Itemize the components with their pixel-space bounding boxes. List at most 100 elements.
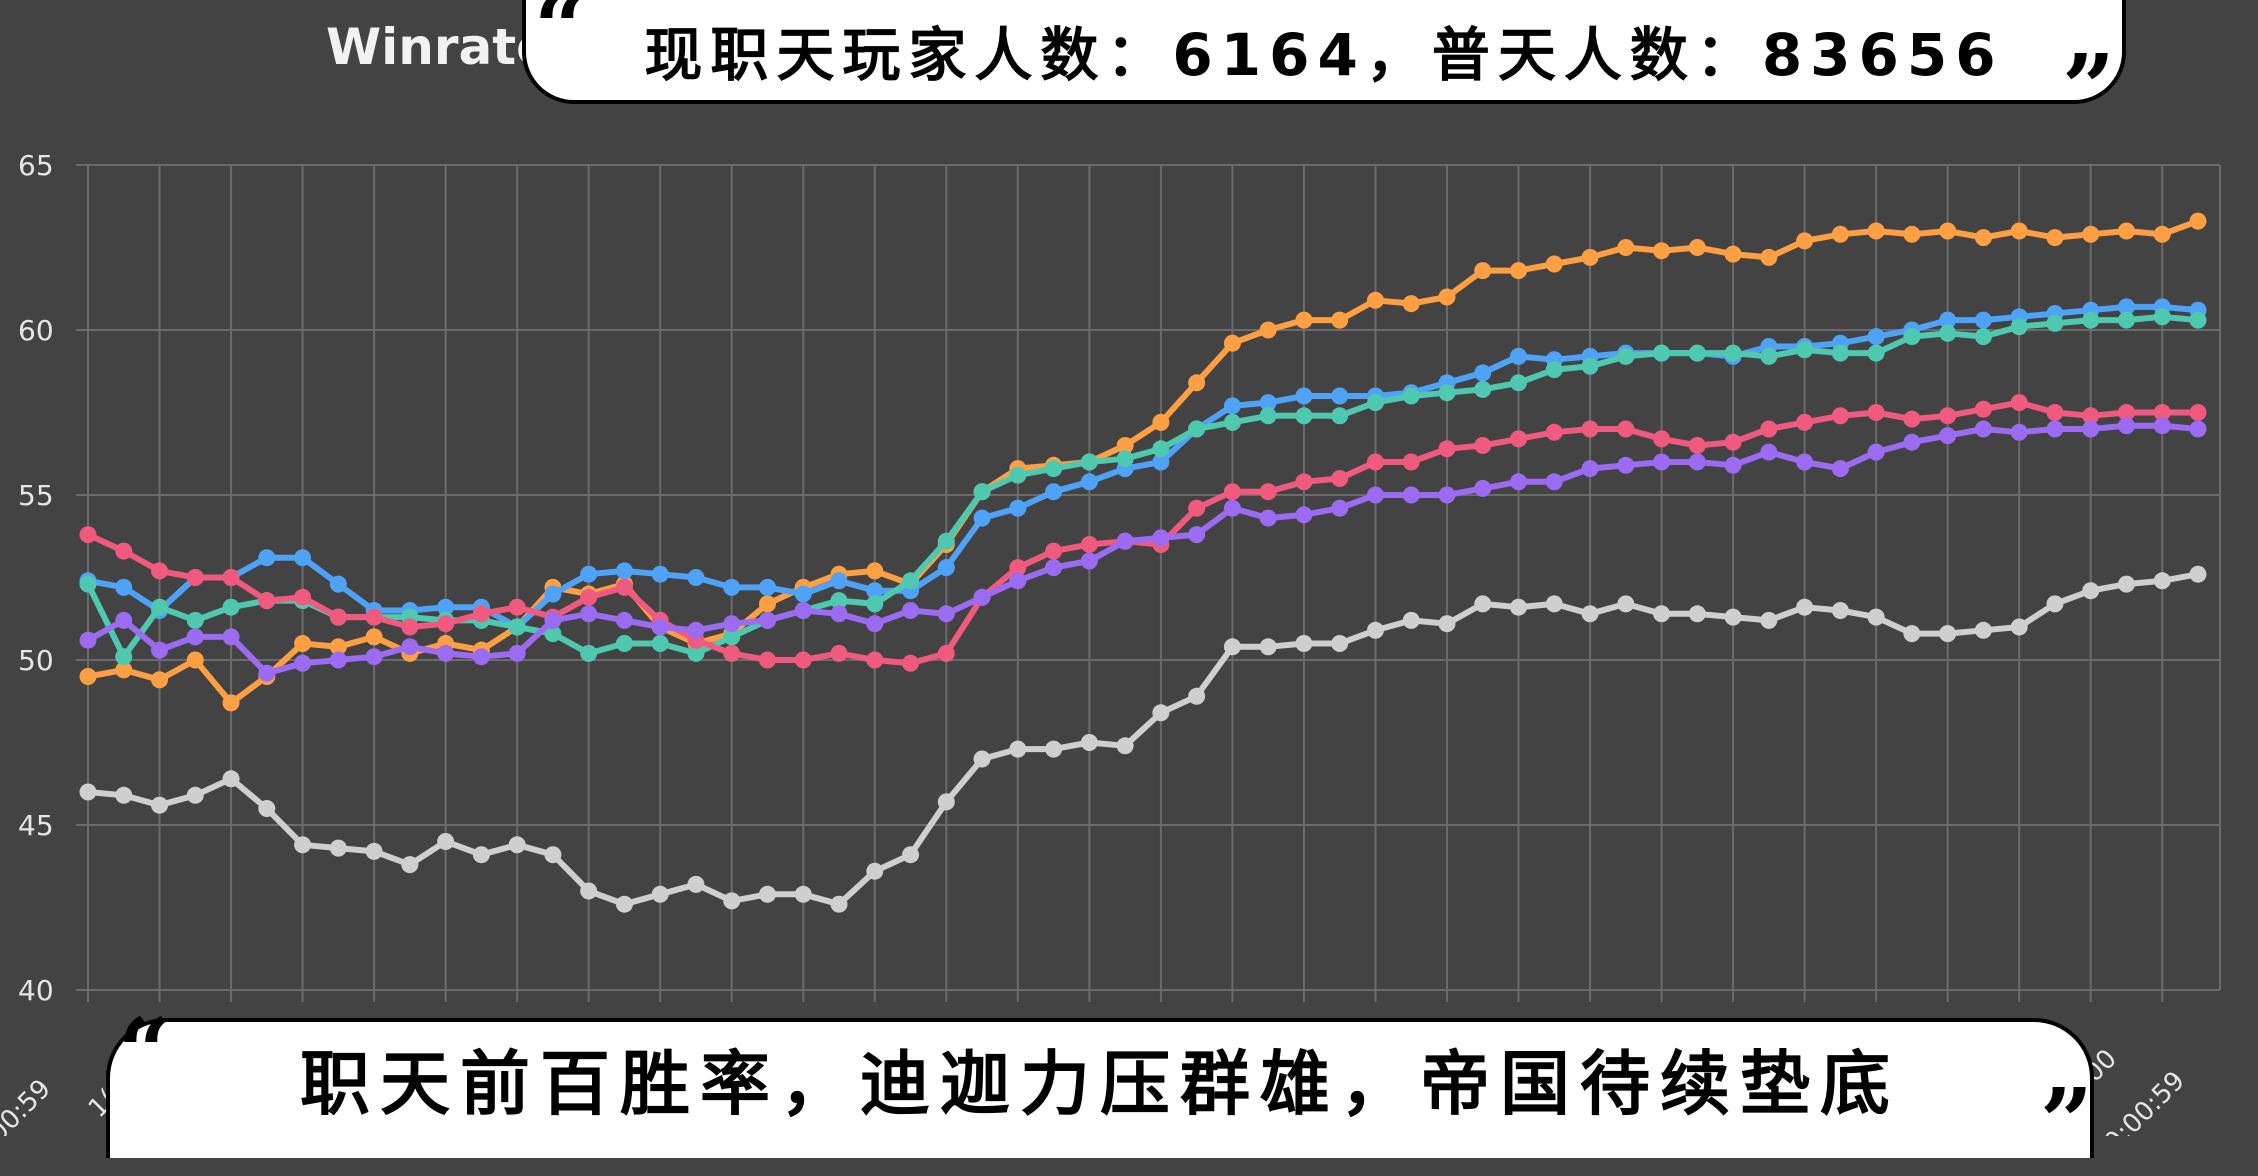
data-point	[1438, 440, 1456, 458]
data-point	[1831, 344, 1849, 362]
data-point	[1760, 248, 1778, 266]
data-point	[1080, 473, 1098, 491]
data-point	[222, 770, 240, 788]
data-point	[615, 562, 633, 580]
data-point	[2153, 308, 2171, 326]
data-point	[79, 783, 97, 801]
data-point	[758, 595, 776, 613]
data-point	[1366, 621, 1384, 639]
y-tick-label: 45	[18, 809, 54, 842]
data-point	[2082, 225, 2100, 243]
data-point	[973, 509, 991, 527]
data-point	[1974, 420, 1992, 438]
data-point	[1653, 605, 1671, 623]
data-point	[1867, 443, 1885, 461]
data-point	[1259, 509, 1277, 527]
data-point	[1831, 602, 1849, 619]
data-point	[544, 625, 562, 643]
data-point	[723, 644, 741, 662]
data-point	[2010, 318, 2028, 336]
data-point	[1009, 466, 1027, 484]
data-point	[2046, 420, 2064, 438]
data-point	[1474, 262, 1492, 280]
data-point	[1653, 242, 1671, 260]
data-point	[1080, 734, 1098, 751]
data-point	[437, 598, 455, 616]
data-point	[1796, 341, 1814, 359]
data-point	[615, 578, 633, 596]
data-point	[186, 611, 204, 629]
data-point	[258, 549, 276, 567]
data-point	[1474, 595, 1492, 613]
data-point	[580, 882, 598, 900]
data-point	[2189, 565, 2207, 583]
data-point	[258, 592, 276, 610]
data-point	[1295, 635, 1313, 652]
data-point	[937, 532, 955, 550]
data-point	[794, 885, 812, 903]
data-point	[1510, 262, 1528, 280]
y-tick-label: 55	[18, 479, 54, 512]
data-point	[1545, 361, 1563, 379]
data-point	[1653, 430, 1671, 448]
data-point	[2046, 404, 2064, 421]
series-6	[79, 565, 2207, 913]
data-point	[794, 585, 812, 603]
data-point	[115, 611, 133, 629]
data-point	[1223, 499, 1241, 517]
data-point	[1152, 413, 1170, 431]
chart-grid	[76, 164, 2221, 1002]
chart-title: Winrate	[326, 18, 551, 76]
data-point	[1867, 608, 1885, 626]
data-point	[1402, 611, 1420, 629]
data-point	[1116, 532, 1134, 550]
data-point	[1116, 737, 1134, 755]
data-point	[437, 644, 455, 662]
data-point	[2153, 572, 2171, 590]
data-point	[1974, 229, 1992, 247]
data-point	[1223, 413, 1241, 431]
data-point	[651, 885, 669, 903]
data-point	[1438, 288, 1456, 306]
data-point	[1831, 407, 1849, 425]
data-point	[723, 892, 741, 910]
data-point	[1545, 423, 1563, 441]
data-point	[1939, 222, 1957, 240]
data-point	[1939, 324, 1957, 342]
data-point	[329, 608, 347, 626]
data-point	[1510, 430, 1528, 448]
data-point	[1259, 394, 1277, 412]
data-point	[615, 611, 633, 629]
data-point	[151, 598, 169, 616]
data-point	[687, 644, 705, 662]
top-open-quote: “	[534, 0, 587, 82]
data-point	[1009, 559, 1027, 577]
data-point	[401, 638, 419, 656]
data-point	[1653, 453, 1671, 471]
data-point	[1080, 453, 1098, 471]
data-point	[508, 836, 526, 854]
data-point	[1366, 486, 1384, 504]
data-point	[1617, 595, 1635, 613]
data-point	[723, 578, 741, 596]
data-point	[437, 615, 455, 633]
data-point	[186, 651, 204, 669]
data-point	[2046, 314, 2064, 332]
data-point	[1438, 384, 1456, 402]
data-point	[544, 611, 562, 629]
data-point	[1116, 450, 1134, 468]
data-point	[1080, 536, 1098, 553]
data-point	[1760, 611, 1778, 629]
data-point	[830, 895, 848, 913]
data-point	[115, 648, 133, 666]
data-point	[1867, 222, 1885, 240]
data-point	[1402, 387, 1420, 405]
data-point	[1331, 499, 1349, 517]
data-point	[1438, 486, 1456, 504]
data-point	[2189, 404, 2207, 421]
data-point	[1295, 407, 1313, 425]
data-point	[830, 592, 848, 610]
data-point	[1724, 608, 1742, 626]
data-point	[186, 628, 204, 646]
data-point	[2117, 222, 2135, 240]
